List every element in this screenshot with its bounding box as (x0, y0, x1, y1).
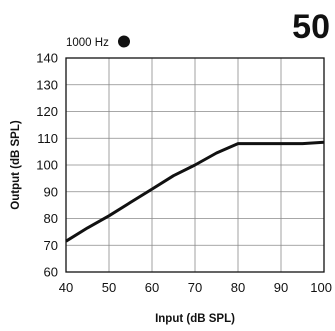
plot-frame (65, 57, 325, 273)
y-tick-label: 120 (36, 104, 58, 119)
x-tick-label: 50 (102, 280, 116, 295)
y-tick-label: 90 (44, 184, 58, 199)
y-tick-label: 130 (36, 77, 58, 92)
series-line (65, 140, 325, 243)
y-tick-label: 140 (36, 51, 58, 66)
x-tick-label: 80 (231, 280, 245, 295)
y-tick-label: 100 (36, 158, 58, 173)
legend-label: 1000 Hz (66, 37, 109, 49)
x-tick-label: 100 (310, 280, 332, 295)
x-axis-label: Input (dB SPL) (155, 313, 235, 325)
series-layer (65, 140, 325, 243)
y-tick-label: 80 (44, 211, 58, 226)
y-tick-label: 110 (37, 131, 58, 146)
legend-marker-icon (118, 35, 130, 48)
y-axis-label: Output (dB SPL) (10, 120, 22, 210)
y-tick-label: 70 (44, 238, 58, 253)
x-tick-label: 90 (274, 280, 288, 295)
y-tick-labels: 60 70 80 90 100 110 120 130 140 (36, 51, 58, 280)
y-tick-label: 60 (44, 265, 58, 280)
x-tick-label: 40 (59, 280, 73, 295)
figure-number: 50 (292, 8, 330, 46)
x-tick-label: 70 (188, 280, 202, 295)
x-tick-label: 60 (145, 280, 159, 295)
x-tick-labels: 40 50 60 70 80 90 100 (59, 280, 332, 295)
